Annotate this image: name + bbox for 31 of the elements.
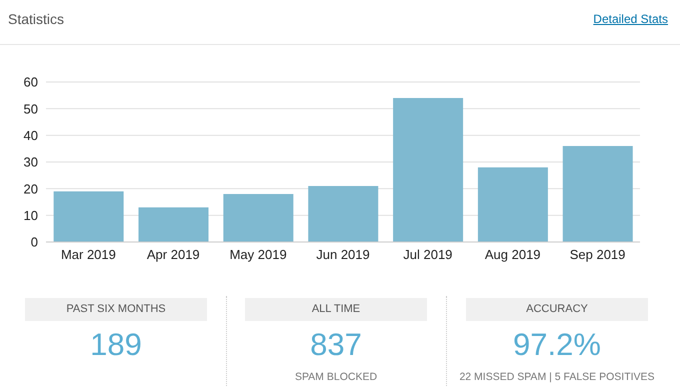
- bar: [478, 167, 548, 242]
- bar: [393, 98, 464, 242]
- x-tick-label: Sep 2019: [570, 247, 626, 262]
- x-tick-label: May 2019: [230, 247, 287, 262]
- text: PAST SIX MONTHS: [25, 298, 207, 321]
- text: SPAM BLOCKED: [294, 371, 378, 383]
- y-tick-label: 30: [24, 154, 38, 170]
- bar: [138, 207, 208, 242]
- bar: [223, 194, 294, 242]
- chart-title: Statistics: [8, 11, 64, 27]
- text: 22 MISSED SPAM | 5 FALSE POSITIVES: [458, 371, 656, 383]
- y-tick-label: 60: [24, 74, 38, 90]
- text: 97.2%: [512, 327, 602, 363]
- text: 189: [89, 327, 143, 363]
- bar: [54, 191, 124, 242]
- text: Detailed Stats: [593, 12, 668, 26]
- y-tick-label: 40: [24, 128, 38, 143]
- y-tick-label: 10: [24, 208, 38, 223]
- x-tick-label: Apr 2019: [146, 247, 200, 262]
- y-tick-label: 0: [30, 234, 38, 250]
- x-tick-label: Jul 2019: [403, 247, 452, 262]
- text: ALL TIME: [245, 298, 427, 321]
- x-tick-label: Mar 2019: [60, 247, 116, 262]
- text: 837: [309, 327, 363, 363]
- x-tick-label: Jun 2019: [316, 247, 370, 262]
- x-tick-label: Aug 2019: [484, 247, 541, 262]
- y-tick-label: 20: [24, 181, 38, 196]
- text: ACCURACY: [466, 298, 648, 321]
- bar: [308, 186, 378, 242]
- y-tick-label: 50: [24, 101, 38, 116]
- bar: [562, 146, 633, 242]
